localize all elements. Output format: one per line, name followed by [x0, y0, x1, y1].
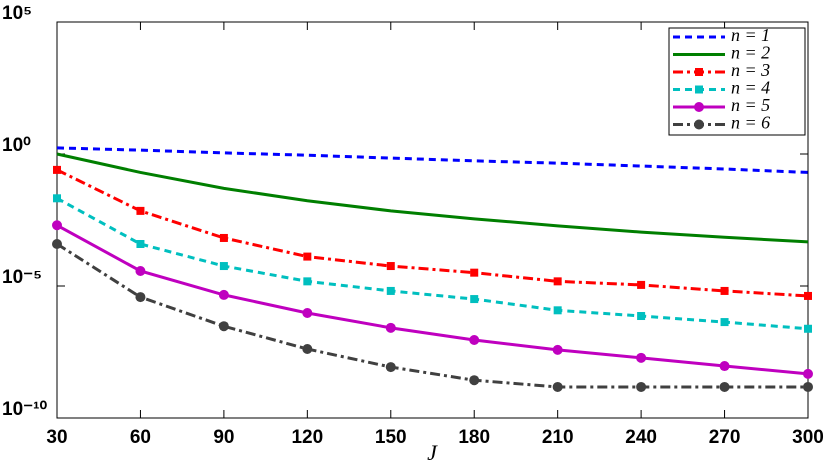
point [552, 344, 563, 355]
x-tick-label: 300 [792, 427, 824, 448]
series-line [56, 152, 809, 244]
point [637, 280, 646, 289]
x-tick-label: 180 [458, 427, 490, 448]
point [135, 265, 146, 276]
point [553, 306, 562, 315]
point [803, 381, 813, 392]
point [302, 344, 313, 355]
point [720, 318, 729, 327]
point [803, 368, 813, 379]
legend-label: n = 2 [731, 43, 770, 63]
point [135, 292, 146, 303]
x-tick-label: 30 [46, 427, 67, 448]
point [52, 238, 62, 249]
y-tick-label: 10⁵ [2, 3, 32, 24]
point [719, 381, 730, 392]
legend-marker [695, 68, 703, 76]
series-line [56, 223, 809, 376]
series-line [56, 196, 809, 331]
y-tick-label: 10⁻⁵ [2, 267, 42, 288]
x-tick-label: 240 [625, 427, 657, 448]
x-tick-label: 90 [213, 427, 234, 448]
point [219, 233, 228, 242]
x-tick-label: 60 [130, 427, 151, 448]
point [302, 307, 313, 318]
point [470, 268, 479, 277]
legend-label: n = 4 [731, 78, 770, 98]
series-line [56, 168, 809, 298]
point [385, 362, 396, 373]
point [219, 262, 228, 271]
y-tick-label: 10⁰ [2, 135, 31, 156]
point [719, 361, 730, 372]
legend-label: n = 5 [731, 95, 770, 115]
point [385, 322, 396, 333]
legend-marker [694, 102, 704, 112]
point [386, 262, 395, 271]
point [218, 289, 229, 300]
point [386, 286, 395, 295]
point [470, 295, 479, 304]
point [53, 165, 61, 174]
point [469, 375, 480, 386]
legend-marker [695, 85, 703, 94]
point [637, 312, 646, 321]
point [303, 277, 312, 286]
point [720, 286, 729, 295]
point [636, 381, 647, 392]
point [469, 335, 480, 346]
point [636, 352, 647, 363]
point [52, 220, 62, 231]
x-axis-label: J [427, 440, 438, 465]
legend-box [668, 27, 806, 136]
point [136, 206, 145, 215]
point [552, 381, 563, 392]
x-tick-label: 150 [375, 427, 407, 448]
legend-label: n = 3 [731, 60, 770, 80]
point [553, 277, 562, 286]
x-tick-label: 120 [291, 427, 323, 448]
x-tick-label: 270 [709, 427, 741, 448]
point [218, 321, 229, 332]
point [804, 291, 812, 300]
x-tick-label: 210 [542, 427, 574, 448]
series-line [56, 146, 809, 174]
legend-label: n = 6 [731, 113, 770, 133]
point [804, 324, 812, 333]
series-line [56, 242, 808, 389]
legend-marker [694, 119, 704, 130]
y-tick-label: 10⁻¹⁰ [2, 399, 47, 420]
legend-label: n = 1 [731, 25, 770, 45]
point [136, 239, 145, 248]
point [53, 194, 61, 203]
point [303, 252, 312, 261]
